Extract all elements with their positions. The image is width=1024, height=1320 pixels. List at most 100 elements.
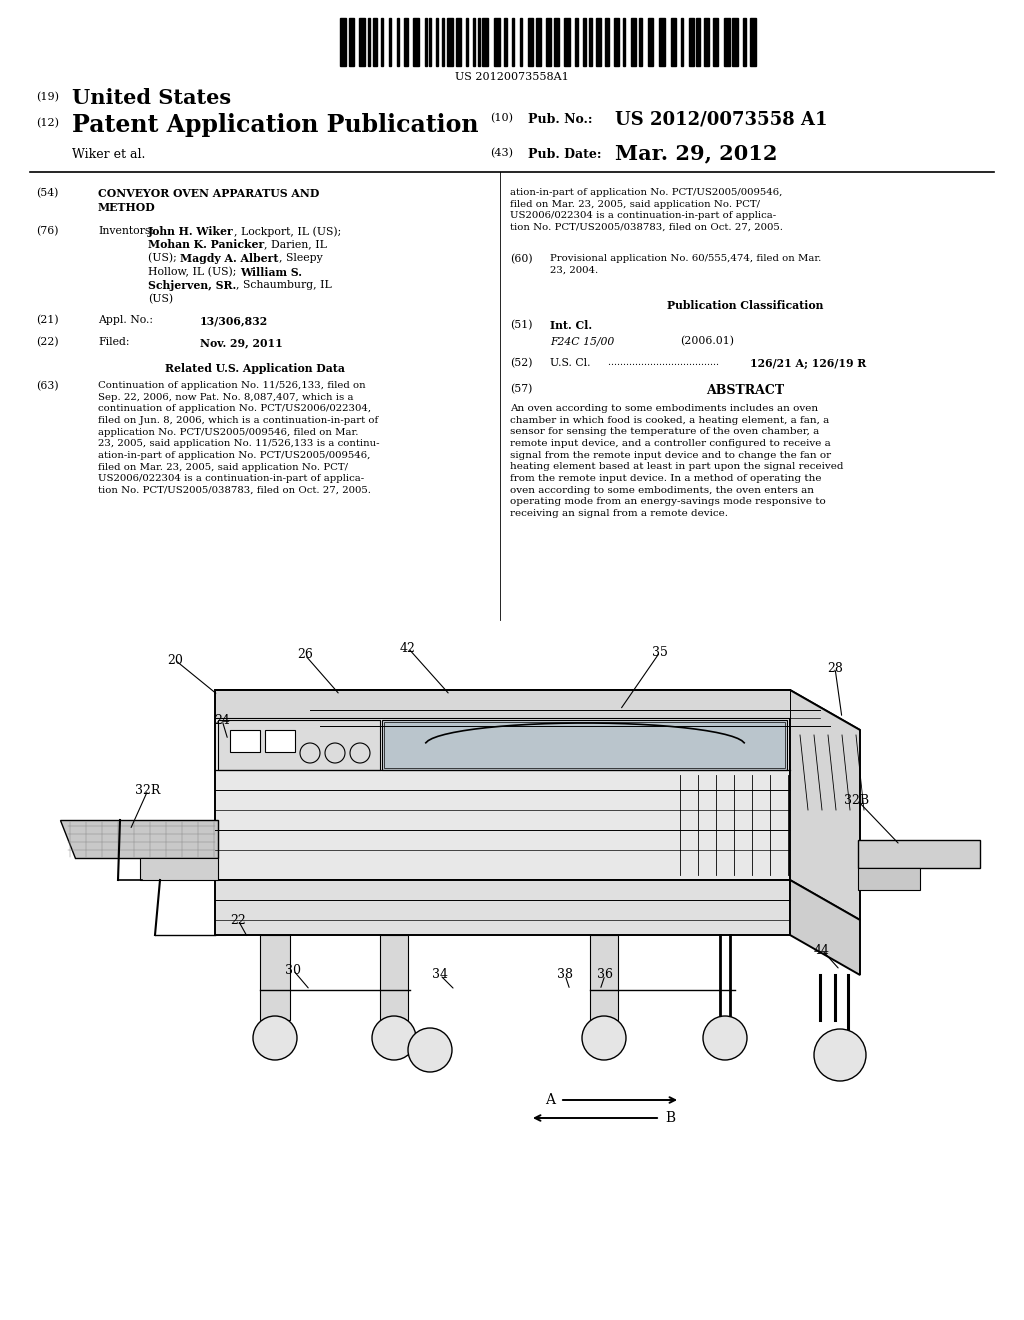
Bar: [605, 18, 609, 66]
Bar: [504, 18, 507, 66]
Bar: [743, 18, 746, 66]
Text: William S.: William S.: [240, 267, 302, 277]
Text: Mohan K. Panicker: Mohan K. Panicker: [148, 239, 264, 251]
Text: Patent Application Publication: Patent Application Publication: [72, 114, 478, 137]
Text: ABSTRACT: ABSTRACT: [706, 384, 784, 397]
Text: (12): (12): [36, 117, 59, 128]
Text: United States: United States: [72, 88, 231, 108]
Bar: [494, 18, 500, 66]
Text: Pub. Date:: Pub. Date:: [528, 148, 601, 161]
Polygon shape: [790, 880, 860, 975]
Bar: [528, 18, 534, 66]
Text: 34: 34: [432, 969, 449, 982]
Text: Related U.S. Application Data: Related U.S. Application Data: [165, 363, 345, 374]
Text: Schjerven, SR.: Schjerven, SR.: [148, 280, 237, 290]
Bar: [359, 18, 365, 66]
Bar: [554, 18, 559, 66]
Text: ation-in-part of application No. PCT/US2005/009546,
filed on Mar. 23, 2005, said: ation-in-part of application No. PCT/US2…: [510, 187, 783, 232]
Polygon shape: [380, 935, 408, 1020]
Text: Magdy A. Albert: Magdy A. Albert: [180, 253, 279, 264]
Text: (10): (10): [490, 114, 513, 123]
Polygon shape: [215, 690, 790, 718]
Bar: [732, 18, 738, 66]
Polygon shape: [215, 880, 790, 935]
Bar: [705, 18, 709, 66]
Polygon shape: [858, 840, 980, 869]
Bar: [648, 18, 653, 66]
Bar: [478, 18, 480, 66]
Bar: [512, 18, 514, 66]
Bar: [373, 18, 377, 66]
Text: Filed:: Filed:: [98, 337, 129, 347]
Polygon shape: [218, 719, 380, 770]
Text: 24: 24: [214, 714, 230, 726]
Text: 13/306,832: 13/306,832: [200, 315, 268, 326]
Text: , Lockport, IL (US);: , Lockport, IL (US);: [233, 226, 341, 236]
Bar: [447, 18, 453, 66]
Text: 36: 36: [597, 969, 613, 982]
Text: A: A: [545, 1093, 555, 1107]
Bar: [429, 18, 431, 66]
Bar: [473, 18, 475, 66]
Polygon shape: [382, 719, 787, 770]
Bar: [466, 18, 468, 66]
Text: (57): (57): [510, 384, 532, 395]
Bar: [639, 18, 642, 66]
Bar: [349, 18, 354, 66]
Text: 126/21 A; 126/19 R: 126/21 A; 126/19 R: [750, 358, 866, 370]
Text: Appl. No.:: Appl. No.:: [98, 315, 153, 325]
Bar: [482, 18, 488, 66]
Text: 32B: 32B: [845, 793, 869, 807]
Text: 42: 42: [400, 642, 416, 655]
Polygon shape: [265, 730, 295, 752]
Text: 35: 35: [652, 645, 668, 659]
Polygon shape: [140, 858, 218, 880]
Text: 28: 28: [827, 661, 843, 675]
Bar: [583, 18, 586, 66]
Text: (2006.01): (2006.01): [680, 337, 734, 346]
Text: Nov. 29, 2011: Nov. 29, 2011: [200, 337, 283, 348]
Bar: [671, 18, 676, 66]
Polygon shape: [230, 730, 260, 752]
Text: U.S. Cl.: U.S. Cl.: [550, 358, 591, 368]
Bar: [536, 18, 541, 66]
Text: (US);: (US);: [148, 253, 180, 263]
Bar: [436, 18, 438, 66]
Text: US 2012/0073558 A1: US 2012/0073558 A1: [615, 110, 827, 128]
Bar: [397, 18, 399, 66]
Text: John H. Wiker: John H. Wiker: [148, 226, 233, 238]
Bar: [696, 18, 700, 66]
Text: METHOD: METHOD: [98, 202, 156, 213]
Text: (76): (76): [36, 226, 58, 236]
Text: (52): (52): [510, 358, 532, 368]
Text: (22): (22): [36, 337, 58, 347]
Polygon shape: [590, 935, 618, 1020]
Text: 44: 44: [814, 944, 830, 957]
Text: Provisional application No. 60/555,474, filed on Mar.
23, 2004.: Provisional application No. 60/555,474, …: [550, 253, 821, 275]
Bar: [381, 18, 383, 66]
Text: (63): (63): [36, 381, 58, 391]
Bar: [564, 18, 570, 66]
Bar: [575, 18, 578, 66]
Polygon shape: [858, 869, 920, 890]
Text: Inventors:: Inventors:: [98, 226, 154, 236]
Text: Int. Cl.: Int. Cl.: [550, 319, 592, 331]
Text: .....................................: .....................................: [605, 358, 719, 367]
Bar: [340, 18, 346, 66]
Text: , Schaumburg, IL: , Schaumburg, IL: [237, 280, 332, 290]
Text: 26: 26: [297, 648, 313, 661]
Text: 38: 38: [557, 969, 573, 982]
Text: Wiker et al.: Wiker et al.: [72, 148, 145, 161]
Polygon shape: [215, 690, 790, 880]
Text: CONVEYOR OVEN APPARATUS AND: CONVEYOR OVEN APPARATUS AND: [98, 187, 319, 199]
Text: , Sleepy: , Sleepy: [279, 253, 323, 263]
Bar: [413, 18, 419, 66]
Circle shape: [253, 1016, 297, 1060]
Bar: [750, 18, 756, 66]
Bar: [681, 18, 683, 66]
Bar: [596, 18, 601, 66]
Polygon shape: [384, 722, 785, 768]
Text: Pub. No.:: Pub. No.:: [528, 114, 593, 125]
Bar: [631, 18, 636, 66]
Text: Continuation of application No. 11/526,133, filed on
Sep. 22, 2006, now Pat. No.: Continuation of application No. 11/526,1…: [98, 381, 380, 495]
